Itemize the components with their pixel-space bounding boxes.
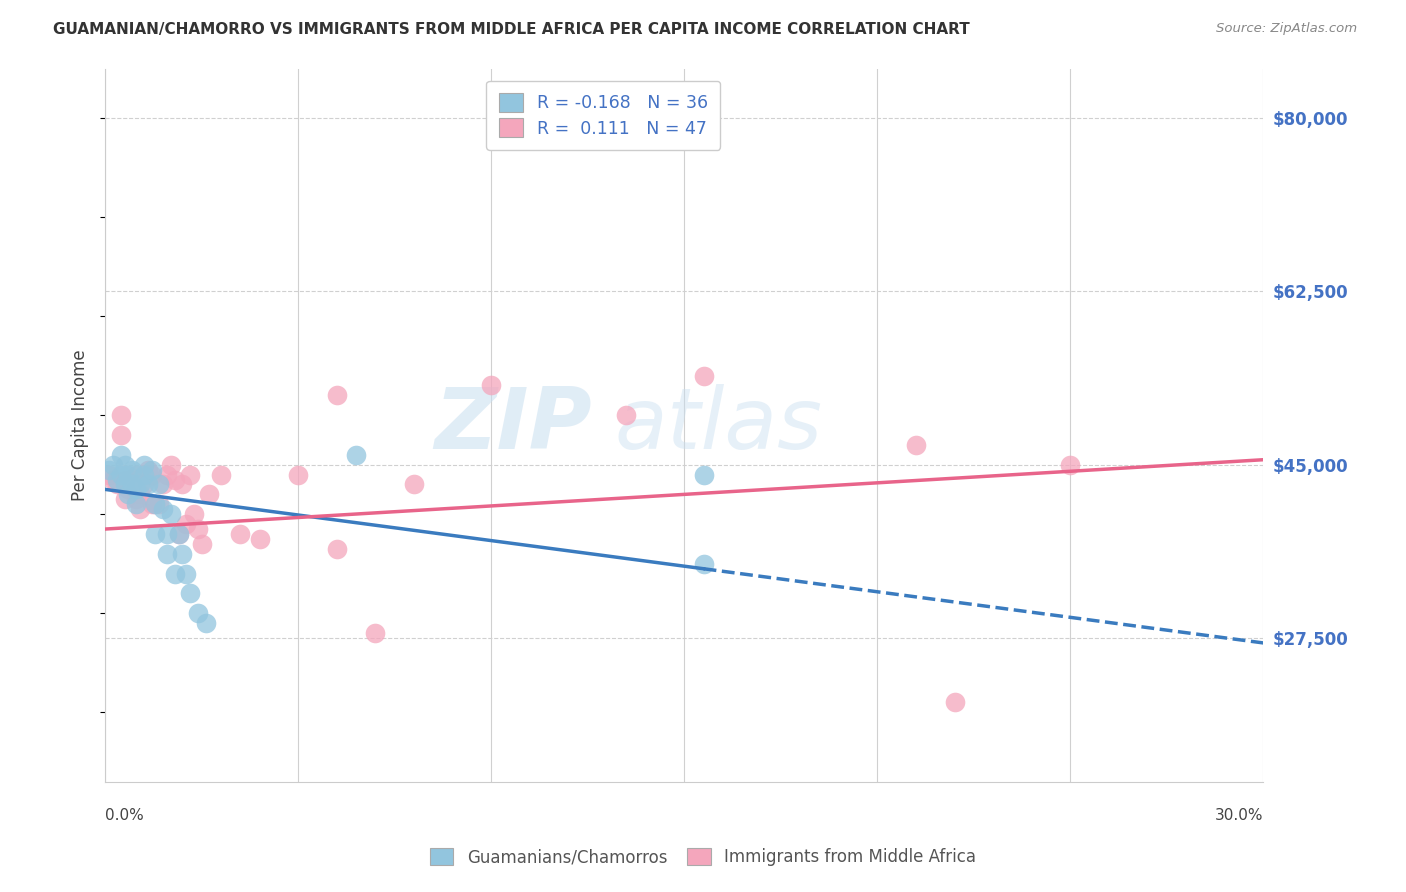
Point xyxy=(101,458,124,472)
Point xyxy=(190,537,212,551)
Point xyxy=(117,467,139,482)
Point xyxy=(121,477,143,491)
Point xyxy=(132,477,155,491)
Point xyxy=(692,467,714,482)
Point xyxy=(110,467,132,482)
Point xyxy=(132,458,155,472)
Point xyxy=(163,473,186,487)
Legend: R = -0.168   N = 36, R =  0.111   N = 47: R = -0.168 N = 36, R = 0.111 N = 47 xyxy=(486,81,720,150)
Point xyxy=(98,467,121,482)
Point xyxy=(156,547,179,561)
Point xyxy=(160,458,183,472)
Point xyxy=(326,388,349,402)
Point xyxy=(402,477,425,491)
Point xyxy=(174,517,197,532)
Point xyxy=(172,547,194,561)
Point xyxy=(125,483,148,497)
Point xyxy=(121,462,143,476)
Point xyxy=(105,473,128,487)
Point xyxy=(160,507,183,521)
Point xyxy=(145,497,167,511)
Point xyxy=(132,467,155,482)
Point xyxy=(943,695,966,709)
Point xyxy=(136,477,159,491)
Point xyxy=(179,467,201,482)
Point xyxy=(163,566,186,581)
Point xyxy=(198,487,221,501)
Point xyxy=(692,368,714,383)
Point xyxy=(98,462,121,476)
Point xyxy=(179,586,201,600)
Point xyxy=(187,522,209,536)
Point xyxy=(326,541,349,556)
Point xyxy=(148,477,170,491)
Point xyxy=(167,527,190,541)
Point xyxy=(125,467,148,482)
Point xyxy=(110,408,132,422)
Point xyxy=(121,473,143,487)
Text: ZIP: ZIP xyxy=(434,384,592,467)
Point xyxy=(156,527,179,541)
Point xyxy=(125,497,148,511)
Point xyxy=(117,483,139,497)
Point xyxy=(187,606,209,620)
Point xyxy=(479,378,502,392)
Text: 0.0%: 0.0% xyxy=(105,808,143,823)
Point xyxy=(145,527,167,541)
Point xyxy=(1059,458,1081,472)
Point xyxy=(114,473,136,487)
Legend: Guamanians/Chamorros, Immigrants from Middle Africa: Guamanians/Chamorros, Immigrants from Mi… xyxy=(423,841,983,873)
Point xyxy=(167,527,190,541)
Point xyxy=(156,467,179,482)
Text: atlas: atlas xyxy=(614,384,823,467)
Point xyxy=(110,428,132,442)
Point xyxy=(904,438,927,452)
Point xyxy=(183,507,205,521)
Point xyxy=(114,492,136,507)
Point xyxy=(172,477,194,491)
Point xyxy=(141,497,163,511)
Point xyxy=(129,477,152,491)
Y-axis label: Per Capita Income: Per Capita Income xyxy=(72,350,89,501)
Point xyxy=(129,502,152,516)
Text: GUAMANIAN/CHAMORRO VS IMMIGRANTS FROM MIDDLE AFRICA PER CAPITA INCOME CORRELATIO: GUAMANIAN/CHAMORRO VS IMMIGRANTS FROM MI… xyxy=(53,22,970,37)
Point xyxy=(229,527,252,541)
Point xyxy=(141,462,163,476)
Point xyxy=(101,473,124,487)
Point xyxy=(174,566,197,581)
Point xyxy=(117,487,139,501)
Point xyxy=(114,477,136,491)
Point xyxy=(136,462,159,476)
Point xyxy=(364,626,387,640)
Point xyxy=(105,477,128,491)
Text: 30.0%: 30.0% xyxy=(1215,808,1264,823)
Point xyxy=(287,467,309,482)
Point xyxy=(145,497,167,511)
Point xyxy=(117,477,139,491)
Point xyxy=(110,448,132,462)
Point xyxy=(344,448,367,462)
Point xyxy=(616,408,638,422)
Point xyxy=(114,458,136,472)
Point xyxy=(148,497,170,511)
Text: Source: ZipAtlas.com: Source: ZipAtlas.com xyxy=(1216,22,1357,36)
Point xyxy=(249,532,271,546)
Point xyxy=(121,477,143,491)
Point xyxy=(692,557,714,571)
Point xyxy=(194,616,217,631)
Point xyxy=(152,477,174,491)
Point xyxy=(129,487,152,501)
Point xyxy=(141,467,163,482)
Point xyxy=(152,502,174,516)
Point xyxy=(209,467,232,482)
Point xyxy=(125,492,148,507)
